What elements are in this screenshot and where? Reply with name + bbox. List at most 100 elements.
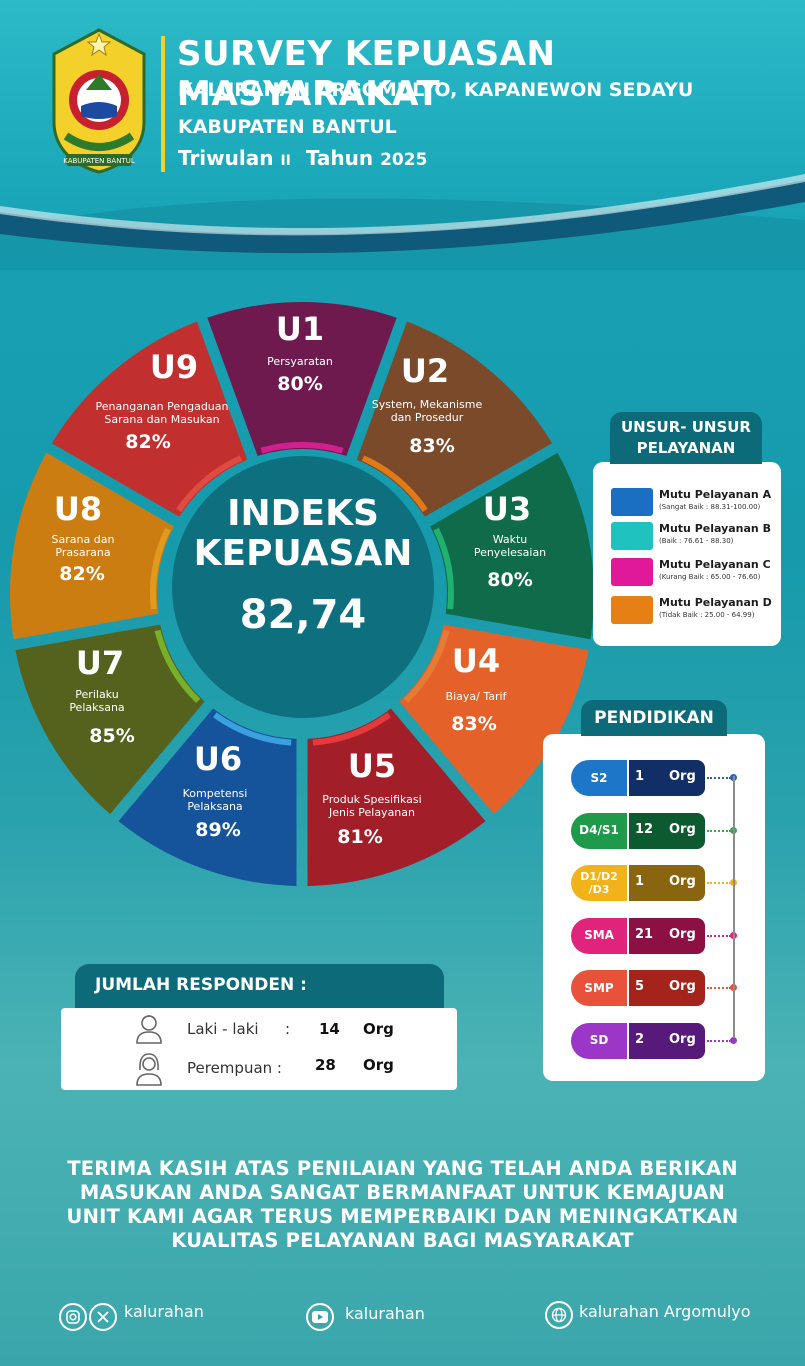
ring-segment-u6: [118, 708, 297, 886]
education-unit: Org: [669, 926, 696, 942]
segment-name: System, Mekanisme: [372, 398, 483, 411]
education-unit: Org: [669, 821, 696, 837]
education-count-box: 1 Org: [629, 760, 705, 796]
education-title: PENDIDIKAN: [581, 700, 727, 736]
education-level: SMP: [571, 970, 627, 1006]
education-count-box: 2 Org: [629, 1022, 705, 1059]
web-globe-icon[interactable]: [545, 1301, 573, 1329]
male-person-icon: [136, 1015, 162, 1044]
education-connector: [707, 934, 731, 937]
index-title: INDEKS KEPUASAN: [172, 494, 434, 574]
female-unit: Org: [363, 1056, 394, 1074]
ring-segment-u5: [307, 708, 486, 886]
segment-name: Penanganan Pengaduan: [96, 400, 229, 413]
segment-name: Kompetensi: [183, 787, 248, 800]
segment-code: U1: [276, 310, 324, 348]
segment-code: U7: [76, 644, 124, 682]
ring-segment-u8: [9, 452, 174, 640]
website-handle[interactable]: kalurahan Argomulyo: [579, 1302, 751, 1321]
legend-range: (Sangat Baik : 88.31-100.00): [659, 503, 761, 511]
segment-name: Jenis Pelayanan: [328, 806, 415, 819]
header-divider: [161, 36, 165, 172]
segment-percent: 89%: [195, 819, 240, 841]
segment-code: U3: [483, 490, 531, 528]
male-label: Laki - laki: [187, 1020, 259, 1038]
female-count: 28: [315, 1056, 336, 1074]
education-unit: Org: [669, 874, 696, 889]
education-row-s2: S2 1 Org: [571, 760, 705, 796]
education-connector: [707, 882, 731, 884]
legend-card: Mutu Pelayanan A (Sangat Baik : 88.31-10…: [593, 462, 781, 646]
youtube-handle[interactable]: kalurahan: [345, 1304, 425, 1323]
year-value: 2025: [380, 150, 428, 170]
respondents-card: Laki - laki : 14 Org Perempuan : 28 Org: [61, 1008, 457, 1090]
ring-segment-accent: [260, 442, 344, 454]
segment-percent: 80%: [487, 569, 532, 591]
message-line: MASUKAN ANDA SANGAT BERMANFAAT UNTUK KEM…: [79, 1181, 726, 1204]
ring-segment-accent: [213, 712, 292, 746]
education-row-smp: SMP 5 Org: [571, 970, 705, 1006]
male-unit: Org: [363, 1020, 394, 1038]
legend-range: (Tidak Baik : 25.00 - 64.99): [659, 611, 755, 619]
education-count-box: 12 Org: [629, 812, 705, 849]
education-dot: [730, 1036, 737, 1044]
legend-label: Mutu Pelayanan A: [659, 488, 772, 501]
x-twitter-icon[interactable]: [89, 1303, 117, 1331]
ring-segment-accent: [176, 455, 243, 513]
segment-percent: 82%: [125, 431, 170, 453]
ring-segment-accent: [433, 527, 454, 610]
education-unit: Org: [669, 769, 696, 784]
segment-percent: 80%: [277, 373, 322, 395]
education-card: S2 1 Org D4/S1 12 Org D1/D2 /D3 1 Org SMA 21 Org SMP…: [543, 734, 765, 1081]
education-timeline-line: [733, 776, 735, 1038]
education-row-d1d2d3: D1/D2 /D3 1 Org: [571, 865, 705, 901]
education-level: D4/S1: [571, 812, 627, 849]
education-count: 2: [635, 1031, 645, 1047]
quarter-label: Triwulan: [178, 146, 274, 170]
segment-percent: 81%: [337, 826, 382, 848]
education-connector: [707, 829, 731, 832]
segment-code: U2: [401, 352, 449, 390]
ring-segment-u1: [207, 302, 397, 456]
instagram-x-handle[interactable]: kalurahan: [124, 1302, 204, 1321]
education-count-box: 1 Org: [629, 865, 705, 901]
education-count: 1: [635, 874, 645, 889]
segment-name: Waktu: [493, 533, 528, 546]
segment-code: U5: [348, 747, 396, 785]
segment-name: Produk Spesifikasi: [322, 793, 421, 806]
education-count: 21: [635, 926, 654, 942]
segment-percent: 85%: [89, 725, 134, 747]
ring-segment-accent: [154, 629, 201, 704]
segment-code: U9: [150, 348, 198, 386]
male-separator: :: [285, 1020, 291, 1038]
ring-segment-accent: [312, 712, 391, 746]
education-count: 12: [635, 821, 654, 837]
segment-code: U8: [54, 490, 102, 528]
segment-name: Sarana dan: [52, 533, 115, 546]
legend-range: (Kurang Baik : 65.00 - 76.60): [659, 573, 761, 581]
female-person-icon: [136, 1053, 162, 1086]
education-row-sma: SMA 21 Org: [571, 917, 705, 954]
education-connector: [707, 987, 731, 989]
segment-name: Penyelesaian: [474, 546, 546, 559]
segment-percent: 82%: [59, 563, 104, 585]
quarter-line: Triwulan II Tahun 2025: [178, 146, 427, 170]
segment-percent: 83%: [409, 435, 454, 457]
ring-segment-u3: [430, 452, 594, 640]
svg-text:KABUPATEN BANTUL: KABUPATEN BANTUL: [63, 157, 135, 165]
education-level: SD: [571, 1022, 627, 1059]
legend-title-line2: PELAYANAN: [636, 439, 736, 457]
youtube-icon[interactable]: [306, 1303, 334, 1331]
index-title-line1: INDEKS: [227, 493, 379, 534]
ring-segment-u4: [399, 624, 589, 815]
segment-name: Prasarana: [55, 546, 110, 559]
instagram-icon[interactable]: [59, 1303, 87, 1331]
ring-segment-u9: [51, 321, 248, 517]
education-count-box: 5 Org: [629, 970, 705, 1006]
education-row-sd: SD 2 Org: [571, 1022, 705, 1059]
segment-name: Pelaksana: [187, 800, 242, 813]
thank-you-message: TERIMA KASIH ATAS PENILAIAN YANG TELAH A…: [20, 1157, 785, 1253]
female-label: Perempuan :: [187, 1059, 282, 1077]
legend-label: Mutu Pelayanan B: [659, 522, 771, 535]
